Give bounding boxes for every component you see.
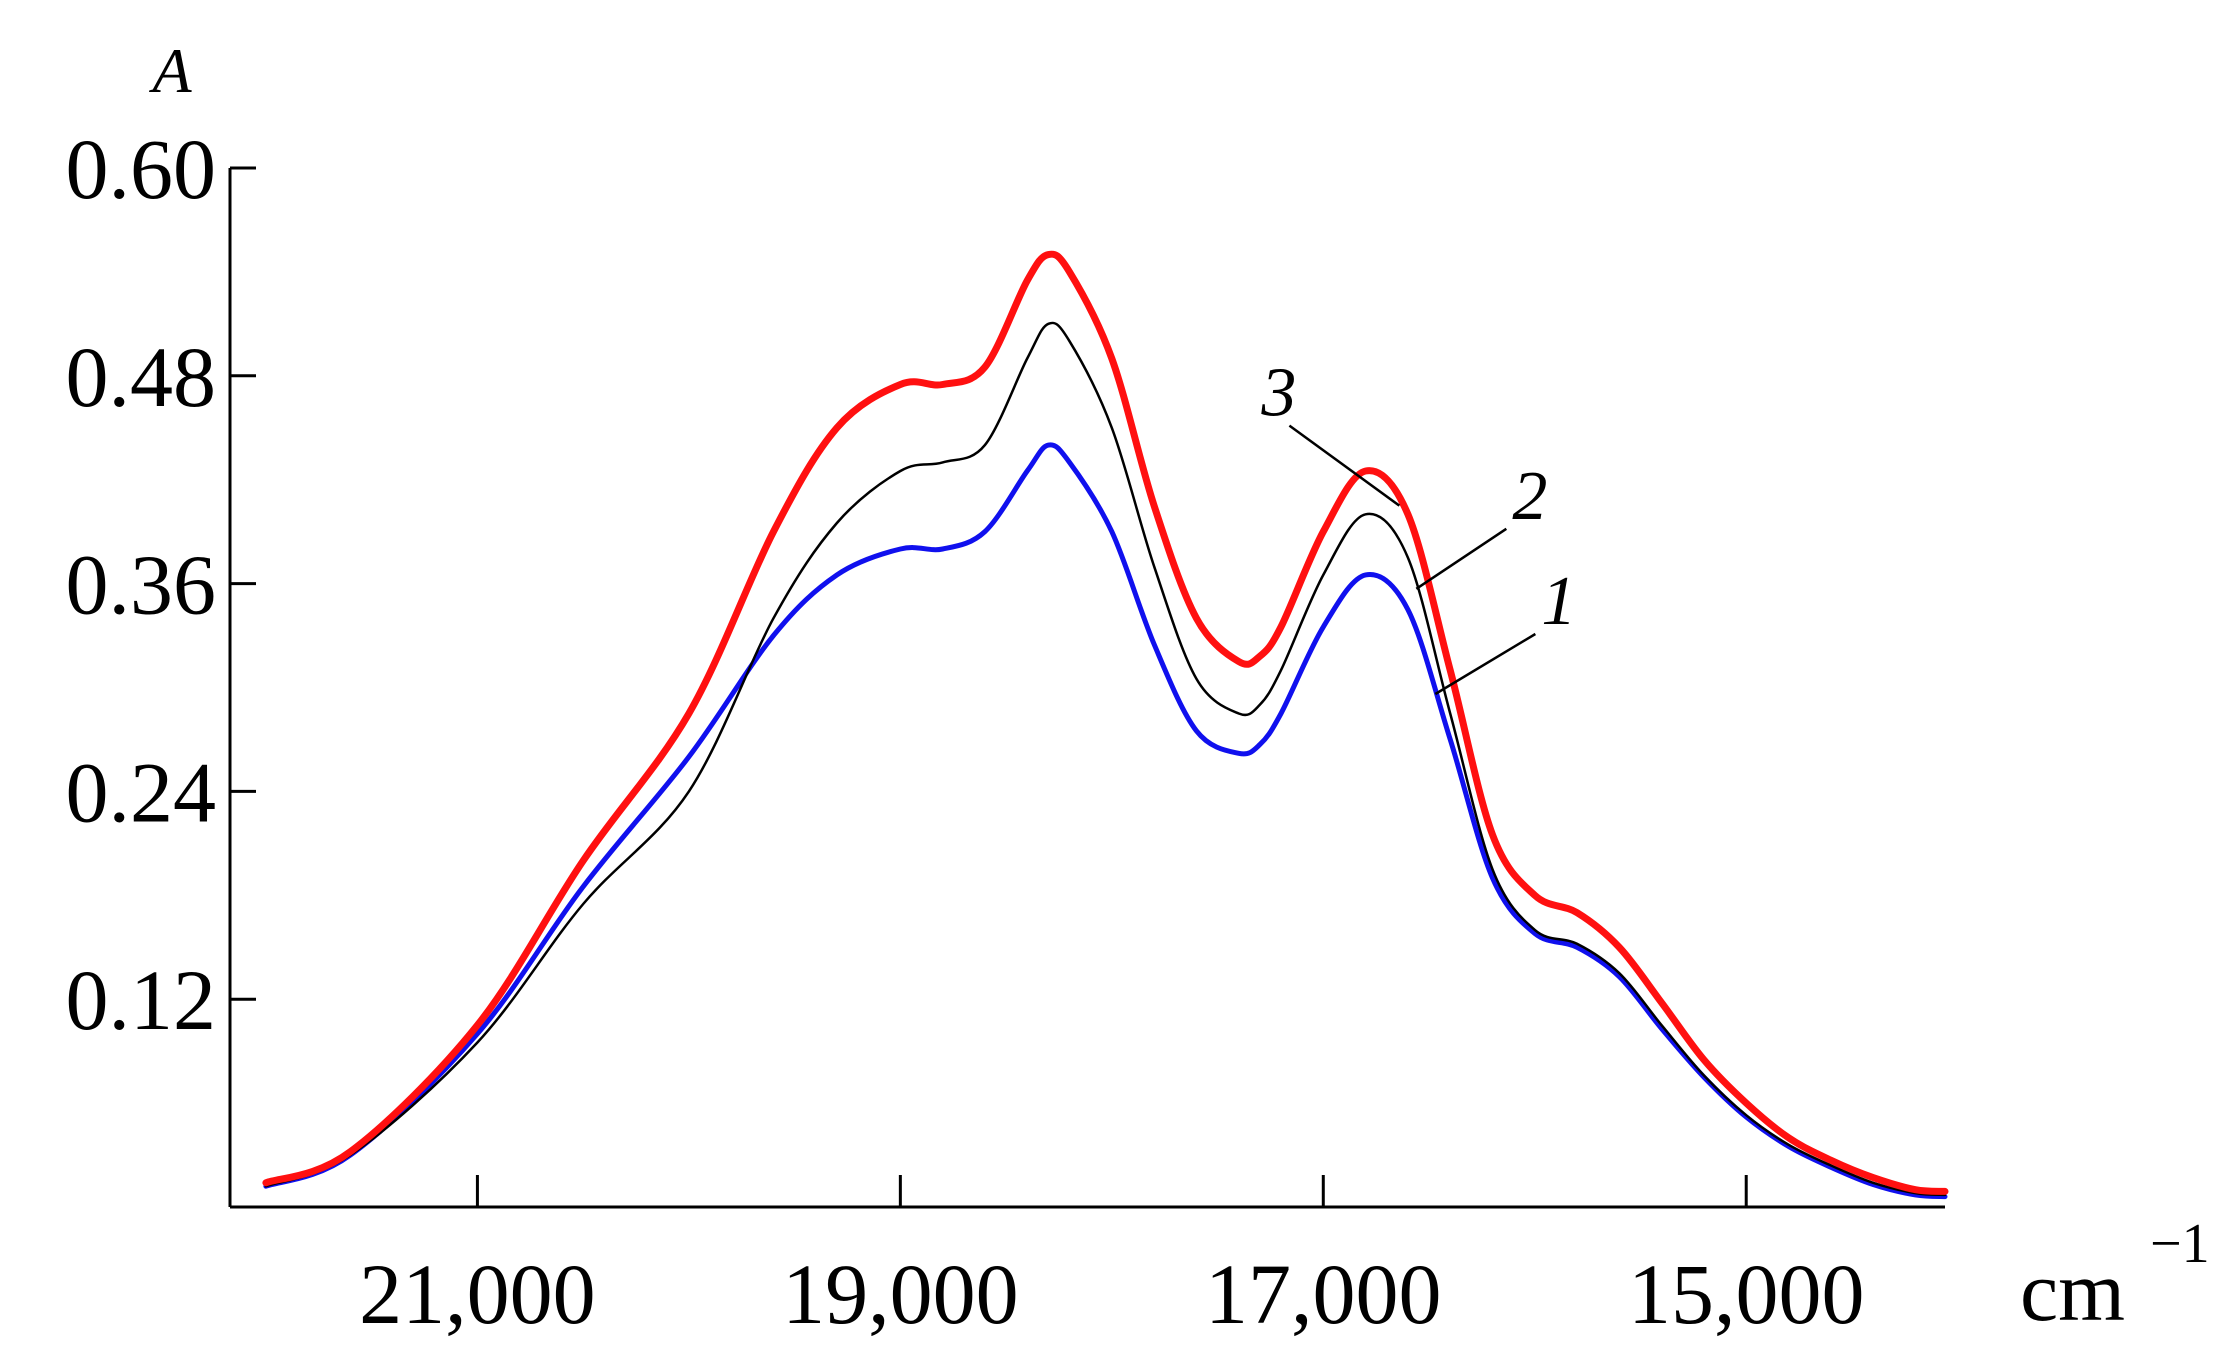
y-tick-label: 0.12 (66, 952, 217, 1048)
curve-annotations: 3 2 1 (1260, 355, 1576, 696)
y-axis-ticks: 0.12 0.24 0.36 0.48 0.60 (66, 121, 256, 1048)
x-tick-label: 15,000 (1628, 1246, 1865, 1342)
series-3-line (262, 250, 1949, 1195)
x-tick-label: 17,000 (1205, 1246, 1442, 1342)
x-axis-title: cm (2020, 1243, 2125, 1339)
y-tick-label: 0.48 (66, 329, 217, 425)
x-axis-title-superscript: −1 (2150, 1213, 2210, 1275)
annotation-leader-2 (1415, 527, 1508, 590)
series-layer (262, 250, 1949, 1200)
x-tick-label: 21,000 (359, 1246, 596, 1342)
series-1-line (263, 442, 1948, 1200)
y-axis-title: A (148, 35, 192, 106)
annotation-leader-1 (1434, 632, 1537, 696)
x-axis-ticks: 21,000 19,000 17,000 15,000 (359, 1175, 1864, 1342)
y-tick-label: 0.24 (66, 744, 217, 840)
y-tick-label: 0.60 (66, 121, 217, 217)
axes (228, 168, 1945, 1209)
y-tick-label: 0.36 (66, 537, 217, 633)
x-tick-label: 19,000 (782, 1246, 1019, 1342)
annotation-label-2: 2 (1512, 458, 1547, 535)
annotation-label-3: 3 (1260, 355, 1296, 432)
series-2-line (264, 321, 1947, 1197)
annotation-label-1: 1 (1541, 563, 1576, 640)
annotation-leader-3 (1288, 424, 1401, 507)
